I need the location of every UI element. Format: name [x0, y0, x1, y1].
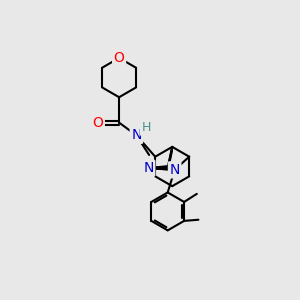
- Text: N: N: [169, 163, 180, 177]
- Text: O: O: [92, 116, 103, 130]
- Text: H: H: [141, 122, 151, 134]
- Text: N: N: [143, 161, 154, 175]
- Text: N: N: [131, 128, 142, 142]
- Text: O: O: [114, 51, 124, 65]
